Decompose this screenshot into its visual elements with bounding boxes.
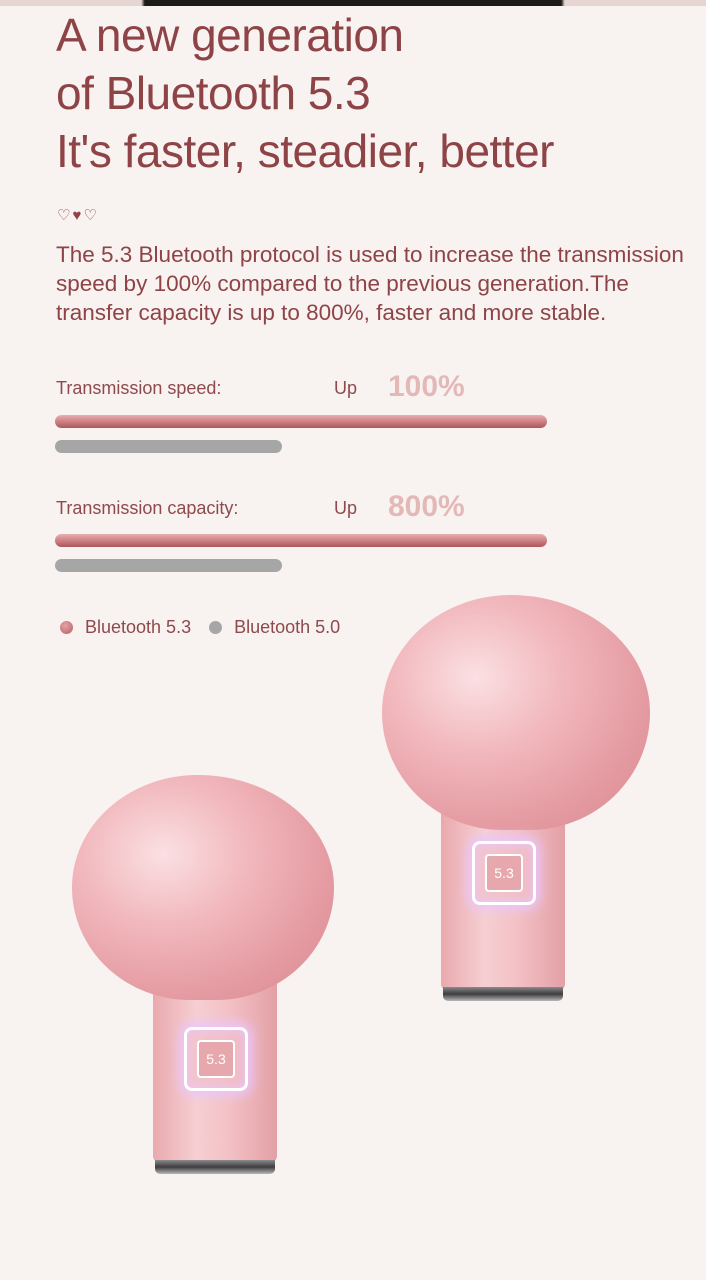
chip-icon: 5.3 bbox=[472, 841, 536, 905]
legend-dot-bt50 bbox=[209, 621, 223, 634]
legend-label-bt50: Bluetooth 5.0 bbox=[234, 617, 341, 637]
speed-label: Transmission speed: bbox=[56, 378, 222, 398]
headline-line-1: A new generation bbox=[56, 9, 404, 61]
hearts-icon: ♡♥♡ bbox=[57, 207, 99, 224]
speed-bar-bt53 bbox=[55, 415, 547, 428]
legend-label-bt53: Bluetooth 5.3 bbox=[85, 617, 192, 637]
capacity-bar-bt53 bbox=[55, 534, 547, 547]
capacity-bar-bt50 bbox=[55, 559, 282, 572]
top-photo-edge bbox=[0, 0, 706, 6]
capacity-label: Transmission capacity: bbox=[56, 498, 239, 518]
legend: Bluetooth 5.3 Bluetooth 5.0 bbox=[60, 617, 340, 638]
chip-label: 5.3 bbox=[197, 1040, 235, 1078]
capacity-value: 800% bbox=[388, 490, 465, 523]
headline-line-2: of Bluetooth 5.3 bbox=[56, 67, 371, 119]
chip-label: 5.3 bbox=[485, 854, 523, 892]
chip-icon: 5.3 bbox=[184, 1027, 248, 1091]
headline-line-3: It's faster, steadier, better bbox=[56, 125, 555, 177]
speed-bar-bt50 bbox=[55, 440, 282, 453]
speed-up: Up bbox=[334, 378, 358, 398]
legend-dot-bt53 bbox=[60, 621, 73, 634]
capacity-up: Up bbox=[334, 498, 358, 518]
headline: A new generation of Bluetooth 5.3 It's f… bbox=[56, 6, 555, 180]
speed-value: 100% bbox=[388, 370, 465, 403]
description: The 5.3 Bluetooth protocol is used to in… bbox=[56, 242, 684, 325]
